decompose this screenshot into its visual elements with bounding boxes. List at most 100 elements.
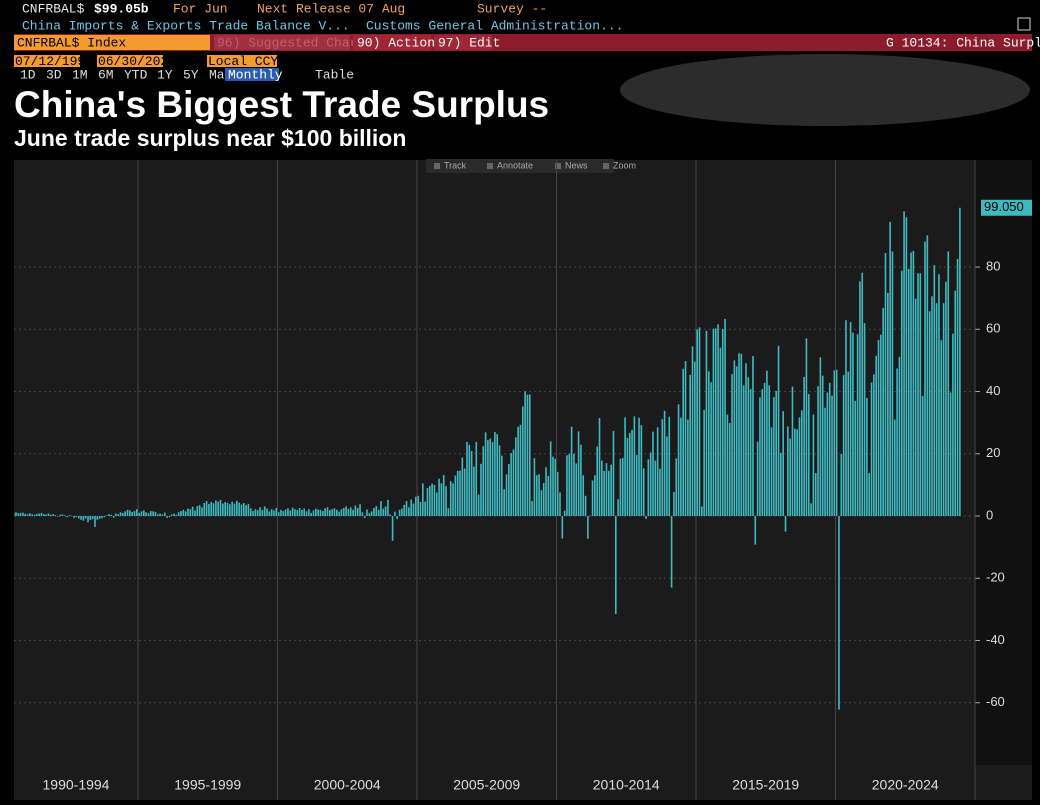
bar: [419, 502, 422, 517]
bar: [452, 483, 454, 517]
bar: [524, 391, 526, 517]
range-button[interactable]: 1Y: [157, 67, 173, 82]
bar: [863, 323, 866, 517]
bar: [245, 505, 247, 517]
chart-tools: [426, 159, 614, 173]
bar: [935, 303, 938, 517]
y-axis-area: [975, 160, 1032, 765]
range-button[interactable]: YTD: [124, 67, 148, 82]
bar: [617, 499, 619, 517]
range-button[interactable]: 5Y: [183, 67, 199, 82]
bar: [473, 466, 475, 517]
bar: [668, 416, 671, 517]
bar: [373, 507, 375, 517]
bar: [510, 453, 512, 517]
chart-tool[interactable]: Zoom: [613, 160, 636, 170]
bar: [145, 512, 147, 517]
chart-tool[interactable]: News: [565, 160, 588, 170]
table-button[interactable]: Table: [315, 67, 354, 82]
bar: [575, 463, 578, 517]
bar: [335, 509, 338, 517]
bar: [177, 512, 180, 517]
bar: [759, 397, 761, 517]
start-date-field[interactable]: [14, 55, 80, 67]
bar: [845, 320, 847, 517]
bar: [873, 374, 875, 517]
bar: [89, 516, 92, 521]
bar: [596, 446, 599, 517]
bar: [870, 382, 873, 517]
bar: [598, 417, 601, 517]
bar: [756, 441, 759, 517]
tool-icon: [603, 163, 609, 169]
bar: [91, 516, 94, 520]
bar: [868, 473, 871, 517]
bar: [484, 432, 487, 517]
bar: [626, 437, 629, 517]
y-tick-label: -20: [986, 570, 1005, 585]
security-field[interactable]: [14, 35, 210, 50]
bar: [775, 390, 778, 517]
bar: [224, 502, 227, 517]
currency-field[interactable]: [207, 55, 277, 67]
bar: [40, 512, 43, 517]
security: CNFRBAL$ Index: [17, 35, 126, 50]
bar: [22, 512, 24, 517]
actions-button[interactable]: [353, 35, 431, 50]
bar: [142, 510, 145, 517]
range-button[interactable]: 6M: [98, 67, 114, 82]
bar: [403, 504, 406, 517]
range-button[interactable]: 1D: [20, 67, 36, 82]
bar: [698, 327, 701, 517]
bar: [577, 431, 580, 517]
bar: [670, 516, 673, 588]
bar: [703, 409, 705, 517]
bar: [43, 514, 45, 517]
tool-icon: [434, 163, 440, 169]
bar: [761, 389, 764, 517]
suggested-button[interactable]: [214, 35, 350, 50]
frequency-button[interactable]: [225, 68, 279, 81]
edit-button[interactable]: [434, 35, 492, 50]
bar: [324, 508, 326, 517]
bar: [380, 501, 382, 517]
bar: [624, 417, 626, 517]
bar: [735, 366, 738, 517]
chart-tool[interactable]: Track: [444, 160, 467, 170]
bar: [482, 446, 485, 517]
bar: [621, 457, 624, 517]
bar: [754, 516, 757, 545]
bar: [589, 515, 592, 517]
bar: [610, 464, 612, 517]
bar: [835, 369, 838, 517]
bar: [159, 513, 161, 517]
bar: [952, 333, 954, 517]
bar: [798, 417, 801, 517]
chart-tool[interactable]: Annotate: [497, 160, 533, 170]
bar: [70, 515, 73, 517]
currency: Local CCY: [208, 54, 278, 69]
bar: [189, 509, 192, 517]
range-button[interactable]: 1M: [72, 67, 88, 82]
bar: [268, 511, 271, 517]
bar: [677, 404, 680, 517]
bar: [566, 455, 568, 517]
bar: [514, 437, 517, 517]
bar: [52, 514, 54, 517]
bar: [949, 392, 952, 517]
end-date-field[interactable]: [97, 55, 163, 67]
tool-icon: [487, 163, 493, 169]
bar: [133, 511, 136, 517]
bar: [226, 502, 229, 517]
bar: [168, 516, 171, 517]
range-button[interactable]: 3D: [46, 67, 62, 82]
bar: [587, 516, 589, 539]
bar: [645, 516, 647, 519]
bar: [787, 426, 789, 517]
y-tick-label: 40: [986, 383, 1000, 398]
popout-icon[interactable]: [1017, 17, 1031, 31]
bar: [229, 504, 231, 517]
bar: [796, 429, 798, 517]
bar: [519, 424, 522, 517]
bar: [905, 217, 908, 517]
